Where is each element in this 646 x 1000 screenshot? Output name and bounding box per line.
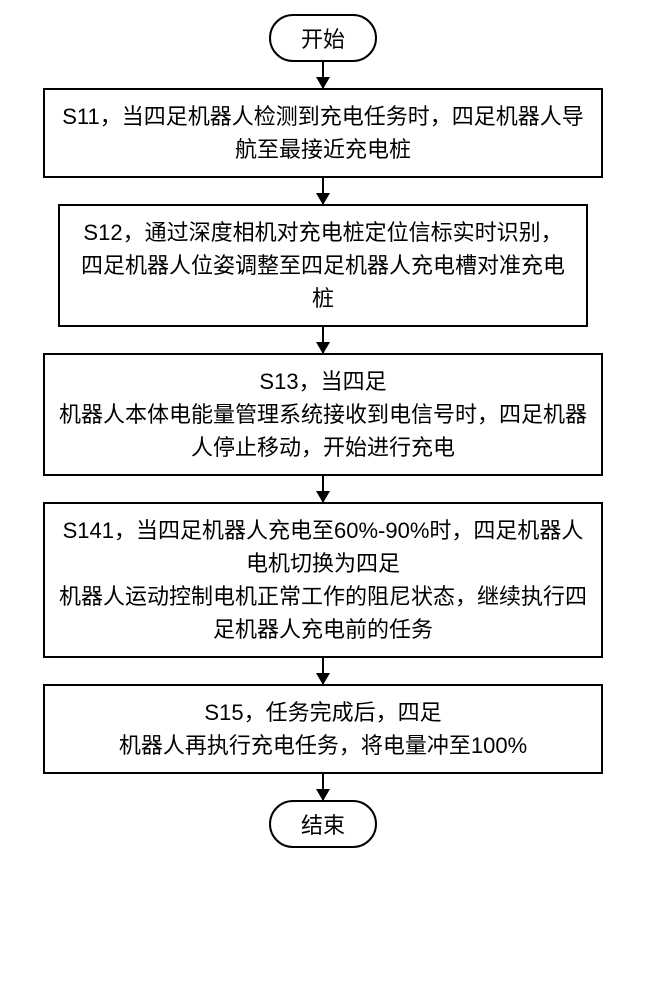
step-s13: S13，当四足机器人本体电能量管理系统接收到电信号时，四足机器人停止移动，开始进… bbox=[43, 353, 603, 476]
step-s12: S12，通过深度相机对充电桩定位信标实时识别，四足机器人位姿调整至四足机器人充电… bbox=[58, 204, 588, 327]
flow-arrow bbox=[322, 178, 324, 204]
flow-arrow bbox=[322, 62, 324, 88]
terminal-start: 开始 bbox=[269, 14, 377, 62]
flow-arrow bbox=[322, 774, 324, 800]
flow-arrow bbox=[322, 658, 324, 684]
flowchart-root: 开始 S11，当四足机器人检测到充电任务时，四足机器人导航至最接近充电桩 S12，通… bbox=[43, 0, 603, 848]
step-s141: S141，当四足机器人充电至60%-90%时，四足机器人电机切换为四足机器人运动… bbox=[43, 502, 603, 658]
step-s11: S11，当四足机器人检测到充电任务时，四足机器人导航至最接近充电桩 bbox=[43, 88, 603, 178]
step-s15: S15，任务完成后，四足机器人再执行充电任务，将电量冲至100% bbox=[43, 684, 603, 774]
terminal-end: 结束 bbox=[269, 800, 377, 848]
flow-arrow bbox=[322, 476, 324, 502]
flow-arrow bbox=[322, 327, 324, 353]
